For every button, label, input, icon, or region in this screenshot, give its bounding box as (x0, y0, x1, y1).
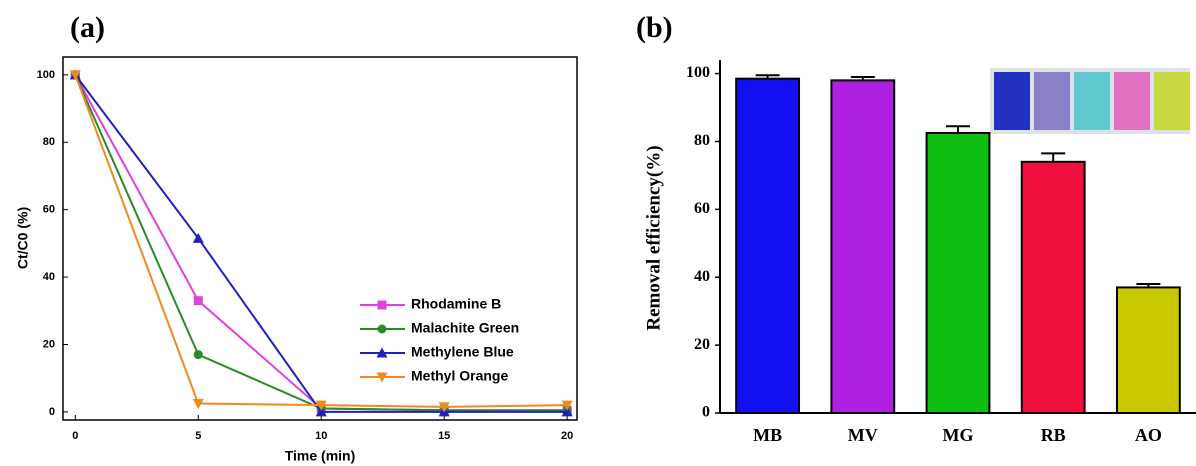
x-tick-label: MV (848, 425, 878, 445)
y-tick-label: 0 (702, 404, 710, 421)
legend-label: Malachite Green (411, 320, 519, 336)
marker (192, 232, 204, 243)
x-tick-label: 20 (561, 430, 573, 442)
y-tick-label: 60 (694, 200, 710, 217)
marker (315, 400, 327, 411)
marker (193, 350, 203, 360)
legend-label: Methyl Orange (411, 368, 508, 384)
x-tick-label: 5 (195, 430, 201, 442)
y-tick-label: 40 (694, 268, 710, 285)
y-tick-label: 100 (37, 69, 55, 81)
marker (315, 406, 327, 417)
marker (193, 296, 203, 306)
panel-label: (b) (636, 11, 673, 44)
marker (377, 300, 387, 310)
legend-label: Rhodamine B (411, 296, 501, 312)
error-bar (1136, 283, 1161, 288)
bar (735, 77, 801, 414)
marker (192, 398, 204, 409)
x-tick-label: RB (1041, 425, 1066, 445)
x-tick-label: 15 (438, 430, 450, 442)
marker (69, 70, 81, 81)
y-tick-label: 20 (694, 336, 710, 353)
marker (561, 400, 573, 411)
y-tick-label: 20 (43, 338, 55, 350)
x-tick-label: MB (753, 425, 782, 445)
error-bar (850, 75, 875, 81)
bar (830, 79, 896, 414)
y-tick-label: 80 (694, 132, 710, 149)
legend-label: Methylene Blue (411, 344, 514, 360)
x-tick-label: AO (1135, 425, 1162, 445)
marker (561, 406, 573, 417)
bar (925, 131, 991, 415)
x-tick-label: 10 (315, 430, 327, 442)
y-tick-label: 60 (43, 204, 55, 216)
y-axis-label: Ct/C0 (%) (15, 207, 31, 269)
x-tick-label: MG (943, 425, 974, 445)
inset-photo (990, 68, 1190, 134)
y-axis-label: Removal efficiency(%) (643, 145, 664, 330)
y-tick-label: 100 (686, 64, 710, 81)
error-bar (946, 125, 970, 133)
bar (1020, 160, 1086, 414)
marker (438, 402, 450, 413)
marker (376, 347, 388, 358)
x-tick-label: 0 (72, 430, 78, 442)
y-tick-label: 0 (49, 406, 55, 418)
x-axis-label: Time (min) (285, 448, 356, 464)
marker (377, 324, 387, 334)
y-tick-label: 40 (43, 271, 55, 283)
error-bar (755, 74, 780, 79)
bar (1115, 286, 1181, 414)
error-bar (1041, 152, 1066, 162)
y-tick-label: 80 (43, 136, 55, 148)
plot-frame (62, 56, 578, 421)
marker (376, 372, 388, 383)
legend (353, 292, 558, 392)
panel-label: (a) (70, 11, 105, 44)
